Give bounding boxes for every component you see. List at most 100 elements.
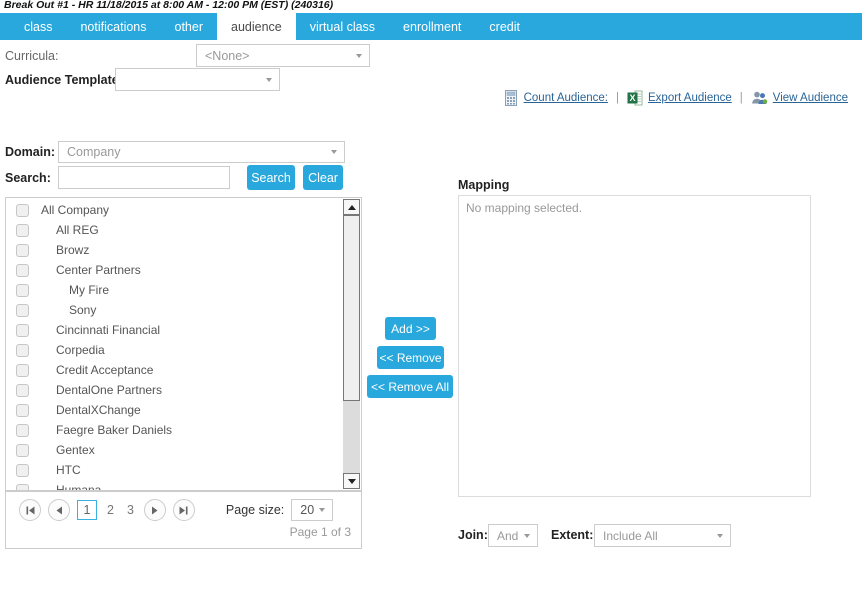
company-label: DentalOne Partners [56,383,163,397]
next-page-icon [152,506,158,514]
next-page-button[interactable] [143,499,166,521]
company-label: Credit Acceptance [56,363,154,377]
company-checkbox[interactable] [16,443,29,457]
first-page-icon [26,506,34,514]
mapping-title: Mapping [458,178,510,192]
curricula-label: Curricula: [5,49,59,63]
company-row[interactable]: My Fire [6,280,343,300]
pager: 1 2 3 Page size: 20 Page 1 of 3 [5,491,362,549]
chevron-down-icon [319,508,326,512]
company-checkbox[interactable] [16,303,29,317]
prev-page-button[interactable] [48,499,70,521]
company-row[interactable]: DentalXChange [6,400,343,420]
page-size-dropdown[interactable]: 20 [291,499,334,521]
company-row[interactable]: All Company [6,200,343,220]
company-checkbox[interactable] [16,263,29,277]
company-checkbox[interactable] [16,203,29,217]
first-page-button[interactable] [19,499,41,521]
tab-credit[interactable]: credit [489,19,520,34]
tab-audience[interactable]: audience [217,13,296,40]
company-row[interactable]: HTC [6,460,343,480]
company-row[interactable]: Center Partners [6,260,343,280]
company-label: Sony [69,303,97,317]
audience-actions: Count Audience: | X Export Audience | Vi… [503,90,848,106]
company-row[interactable]: All REG [6,220,343,240]
tab-enrollment[interactable]: enrollment [403,19,462,34]
join-value: And [497,528,519,543]
chevron-down-icon [524,533,530,538]
company-row[interactable]: Faegre Baker Daniels [6,420,343,440]
remove-button[interactable]: << Remove [377,346,444,369]
count-audience-link[interactable]: Count Audience: [523,92,608,104]
company-checkbox[interactable] [16,323,29,337]
chevron-down-icon [356,53,362,58]
audience-template-label: Audience Template: [5,73,123,87]
company-row[interactable]: Sony [6,300,343,320]
company-row[interactable]: Gentex [6,440,343,460]
tab-bar: class notifications other audience virtu… [0,13,862,40]
domain-dropdown[interactable]: Company [58,141,345,163]
company-checkbox[interactable] [16,423,29,437]
scrollbar-thumb[interactable] [343,215,360,401]
company-label: All REG [56,223,99,237]
scroll-down-button[interactable] [343,473,360,489]
page-number-2[interactable]: 2 [107,503,114,517]
chevron-down-icon [717,533,723,538]
join-dropdown[interactable]: And [488,524,538,547]
tab-notifications[interactable]: notifications [80,19,147,34]
remove-all-button[interactable]: << Remove All [367,375,453,398]
tab-class[interactable]: class [24,19,53,34]
scroll-up-button[interactable] [343,199,360,215]
company-label: Browz [56,243,90,257]
company-checkbox[interactable] [16,363,29,377]
company-label: Center Partners [56,263,141,277]
company-list: All Company All REG Browz Center Partner… [5,197,362,491]
extent-label: Extent: [551,528,594,542]
company-row[interactable]: Credit Acceptance [6,360,343,380]
company-row[interactable]: DentalOne Partners [6,380,343,400]
company-label: DentalXChange [56,403,141,417]
company-rows: All Company All REG Browz Center Partner… [6,200,343,491]
domain-value: Company [67,145,121,159]
company-checkbox[interactable] [16,243,29,257]
company-row[interactable]: Humana [6,480,343,491]
company-row[interactable]: Corpedia [6,340,343,360]
curricula-dropdown[interactable]: <None> [196,44,370,67]
company-label: Humana [56,483,102,491]
audience-template-dropdown[interactable] [115,68,280,91]
company-checkbox[interactable] [16,383,29,397]
company-label: HTC [56,463,81,477]
company-checkbox[interactable] [16,223,29,237]
export-audience-link[interactable]: Export Audience [648,92,732,104]
extent-dropdown[interactable]: Include All [594,524,731,547]
page-size-value: 20 [300,503,315,517]
add-button[interactable]: Add >> [385,317,436,340]
company-row[interactable]: Cincinnati Financial [6,320,343,340]
search-input[interactable] [58,166,230,189]
company-checkbox[interactable] [16,283,29,297]
scrollbar[interactable] [343,199,360,489]
tab-other[interactable]: other [174,19,204,34]
domain-label: Domain: [5,145,55,159]
curricula-value: <None> [205,48,250,63]
company-row[interactable]: Browz [6,240,343,260]
chevron-down-icon [331,150,337,154]
tab-virtual-class[interactable]: virtual class [309,19,376,34]
company-label: Corpedia [56,343,105,357]
last-page-button[interactable] [172,499,195,521]
company-checkbox[interactable] [16,463,29,477]
last-page-icon [179,506,188,514]
company-label: My Fire [69,283,109,297]
mapping-panel: No mapping selected. [458,195,811,497]
company-checkbox[interactable] [16,343,29,357]
company-checkbox[interactable] [16,403,29,417]
prev-page-icon [56,506,62,514]
page-number-3[interactable]: 3 [126,503,134,517]
page-size-label: Page size: [225,503,285,517]
search-button[interactable]: Search [247,165,295,190]
triangle-up-icon [347,204,356,210]
company-checkbox[interactable] [16,483,29,490]
page-number-1[interactable]: 1 [77,500,97,520]
clear-button[interactable]: Clear [303,165,343,190]
view-audience-link[interactable]: View Audience [772,92,848,104]
